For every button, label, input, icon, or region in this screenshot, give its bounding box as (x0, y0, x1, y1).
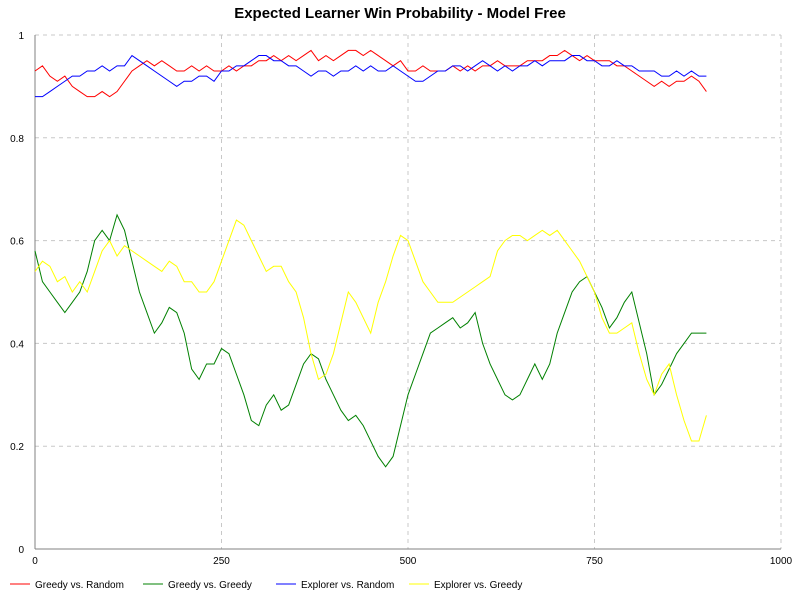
x-tick-label: 0 (32, 556, 38, 567)
x-tick-label: 250 (213, 556, 230, 567)
legend-label: Explorer vs. Greedy (434, 580, 522, 591)
chart-title: Expected Learner Win Probability - Model… (234, 5, 566, 22)
x-tick-label: 750 (586, 556, 603, 567)
series-line-2 (34, 213, 707, 468)
y-tick-label: 0.4 (10, 339, 24, 350)
y-tick-label: 0 (18, 545, 24, 556)
series-line-3 (35, 54, 707, 98)
legend-label: Explorer vs. Random (301, 580, 394, 591)
axes (34, 35, 781, 550)
series-lines (34, 49, 707, 468)
y-tick-label: 0.2 (10, 442, 24, 453)
y-tick-label: 1 (18, 31, 24, 42)
legend-label: Greedy vs. Random (35, 580, 124, 591)
y-tick-label: 0.6 (10, 237, 24, 248)
legend-label: Greedy vs. Greedy (168, 580, 252, 591)
series-line-4 (34, 219, 707, 442)
gridlines (34, 34, 782, 550)
y-tick-label: 0.8 (10, 134, 24, 145)
tick-labels: 0 0.2 0.4 0.6 0.8 1 0 250 500 750 1000 (10, 31, 792, 567)
legend: Greedy vs. Random Greedy vs. Greedy Explor… (10, 580, 522, 591)
series-line-1 (34, 49, 707, 98)
x-tick-label: 1000 (770, 556, 793, 567)
x-tick-label: 500 (400, 556, 417, 567)
